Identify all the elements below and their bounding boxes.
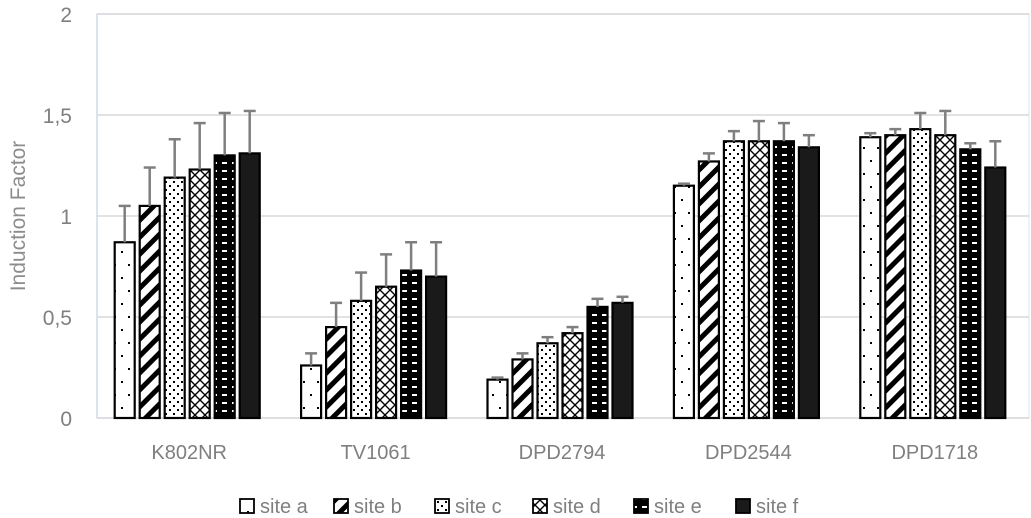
bar-site-e-TV1061 xyxy=(400,269,423,420)
legend-item-site-f[interactable]: site f xyxy=(735,496,799,518)
legend-label: site e xyxy=(654,496,702,518)
y-tick-label: 0 xyxy=(60,408,72,431)
x-category-label: DPD2544 xyxy=(705,442,792,464)
bar-site-b-TV1061 xyxy=(325,326,348,420)
bar-site-b-DPD1718 xyxy=(884,134,907,420)
bar-site-c-DPD1718 xyxy=(909,128,932,420)
x-axis-categories: K802NR TV1061 DPD2794 DPD2544 DPD1718 xyxy=(151,442,978,464)
bar-site-d-K802NR xyxy=(188,168,211,420)
bar-site-f-TV1061 xyxy=(425,275,448,420)
bars xyxy=(113,128,1007,420)
bar-site-a-K802NR xyxy=(113,241,136,420)
legend-item-site-c[interactable]: site c xyxy=(434,496,502,518)
bar-site-e-K802NR xyxy=(213,154,236,420)
x-category-label: TV1061 xyxy=(341,442,411,464)
legend-item-site-e[interactable]: site e xyxy=(633,496,702,518)
bar-site-d-TV1061 xyxy=(375,285,398,420)
bar-site-c-TV1061 xyxy=(350,299,373,420)
legend-label: site c xyxy=(455,496,502,518)
legend-label: site d xyxy=(553,496,601,518)
y-tick-label: 2 xyxy=(60,4,72,27)
bar-site-a-DPD2794 xyxy=(486,378,509,420)
bar-site-c-DPD2544 xyxy=(722,140,746,420)
legend-label: site a xyxy=(260,496,309,518)
bar-site-f-DPD2544 xyxy=(797,146,821,420)
legend-swatch-icon xyxy=(532,498,548,514)
bar-site-a-DPD2544 xyxy=(672,184,696,420)
y-axis-ticks: 0 0,5 1 1,5 2 xyxy=(43,4,72,431)
error-bars xyxy=(118,109,1002,380)
legend-item-site-d[interactable]: site d xyxy=(532,496,601,518)
legend-swatch-icon xyxy=(333,498,349,514)
bar-site-d-DPD1718 xyxy=(934,134,957,420)
bar-site-c-K802NR xyxy=(163,176,186,420)
legend-swatch-icon xyxy=(735,498,751,514)
legend-item-site-b[interactable]: site b xyxy=(333,496,402,518)
bar-site-b-DPD2544 xyxy=(697,160,721,420)
legend-label: site b xyxy=(354,496,402,518)
bar-site-e-DPD2544 xyxy=(772,140,796,420)
bar-site-d-DPD2544 xyxy=(747,140,771,420)
legend-swatch-icon xyxy=(633,498,649,514)
x-category-label: DPD1718 xyxy=(891,442,978,464)
bar-site-e-DPD2794 xyxy=(586,305,609,420)
bar-site-f-DPD2794 xyxy=(611,301,634,420)
legend-label: site f xyxy=(756,496,799,518)
y-tick-label: 1,5 xyxy=(43,105,72,128)
bar-site-c-DPD2794 xyxy=(536,342,559,420)
bar-site-a-TV1061 xyxy=(300,364,323,420)
x-category-label: K802NR xyxy=(151,442,227,464)
bar-site-d-DPD2794 xyxy=(561,332,584,420)
bar-site-b-DPD2794 xyxy=(511,358,534,420)
legend-swatch-icon xyxy=(239,498,255,514)
x-category-label: DPD2794 xyxy=(519,442,606,464)
bar-site-a-DPD1718 xyxy=(859,136,882,420)
y-tick-label: 0,5 xyxy=(43,307,72,330)
bar-site-f-K802NR xyxy=(238,152,261,420)
bar-site-e-DPD1718 xyxy=(959,148,982,420)
y-axis-title: Induction Factor xyxy=(7,141,30,292)
bar-site-f-DPD1718 xyxy=(984,166,1007,420)
y-tick-label: 1 xyxy=(60,206,72,229)
legend-item-site-a[interactable]: site a xyxy=(239,496,309,518)
legend-swatch-icon xyxy=(434,498,450,514)
legend: site a site b site c site d site e site f xyxy=(239,496,799,518)
bar-site-b-K802NR xyxy=(138,204,161,420)
